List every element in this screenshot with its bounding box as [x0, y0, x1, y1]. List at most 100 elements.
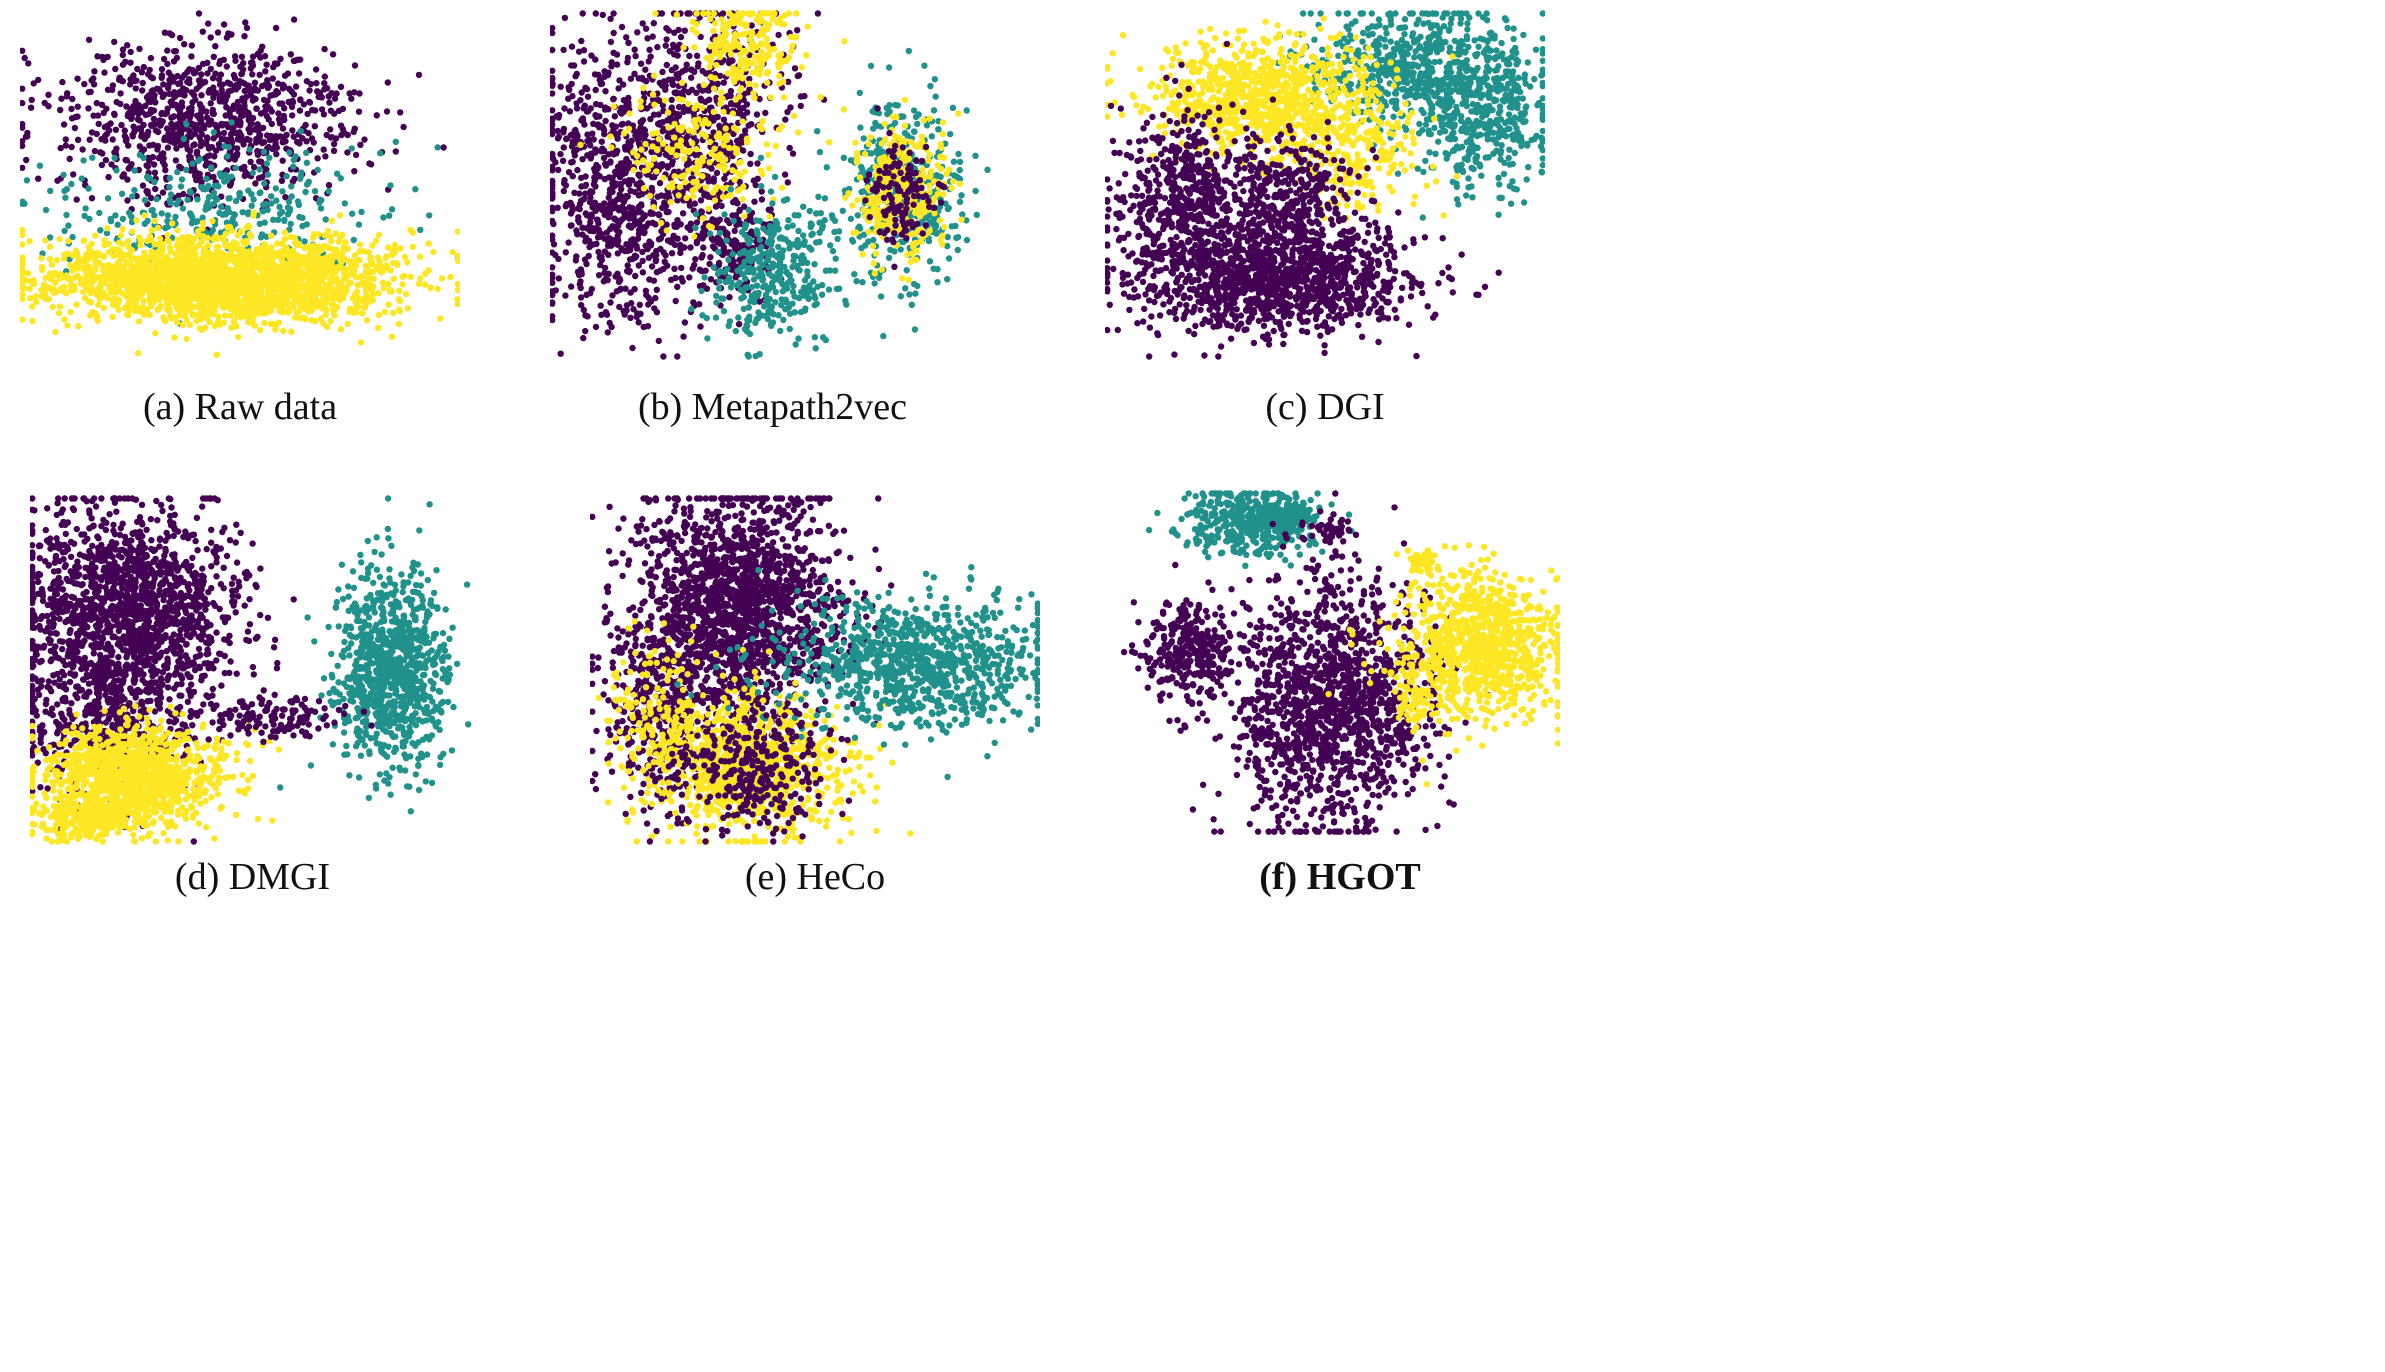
point-class-1 — [301, 238, 308, 245]
point-class-0 — [560, 187, 567, 195]
point-class-0 — [715, 259, 723, 267]
point-class-1 — [245, 187, 252, 194]
point-class-2 — [146, 233, 154, 240]
point-class-1 — [183, 166, 190, 173]
point-class-0 — [630, 306, 637, 313]
point-class-1 — [228, 119, 235, 126]
point-class-0 — [561, 105, 568, 112]
point-class-2 — [139, 274, 147, 281]
point-class-0 — [597, 302, 604, 309]
point-class-0 — [585, 107, 592, 115]
point-class-0 — [550, 241, 558, 248]
point-class-2 — [20, 259, 26, 266]
point-class-0 — [148, 88, 155, 95]
point-class-2 — [244, 318, 252, 326]
point-class-0 — [157, 121, 165, 128]
point-class-2 — [129, 228, 136, 235]
point-class-0 — [231, 75, 239, 82]
point-class-0 — [147, 54, 155, 62]
point-class-1 — [192, 218, 200, 226]
point-class-2 — [271, 261, 278, 269]
point-class-2 — [198, 326, 206, 334]
point-class-0 — [321, 45, 328, 53]
point-class-1 — [183, 121, 190, 128]
point-class-2 — [226, 266, 234, 273]
point-class-2 — [288, 272, 295, 279]
point-class-2 — [289, 249, 297, 256]
point-class-2 — [324, 253, 331, 261]
point-class-0 — [716, 122, 723, 129]
point-class-2 — [110, 252, 117, 260]
point-class-2 — [390, 275, 397, 282]
point-class-2 — [240, 239, 247, 246]
point-class-2 — [354, 294, 361, 301]
point-class-0 — [634, 136, 642, 143]
point-class-0 — [161, 29, 169, 36]
point-class-1 — [114, 221, 121, 228]
point-class-0 — [602, 275, 609, 283]
point-class-0 — [596, 233, 603, 240]
point-class-2 — [236, 281, 243, 288]
point-class-0 — [85, 105, 92, 112]
point-class-2 — [115, 270, 122, 277]
point-class-1 — [186, 210, 194, 217]
point-class-0 — [653, 309, 661, 316]
point-class-0 — [313, 80, 320, 87]
point-class-0 — [601, 248, 609, 255]
point-class-2 — [233, 323, 240, 330]
point-class-2 — [180, 286, 187, 293]
point-class-0 — [592, 86, 599, 94]
point-class-0 — [610, 95, 617, 103]
point-class-1 — [46, 234, 54, 241]
point-class-2 — [122, 292, 129, 299]
point-class-0 — [287, 51, 294, 58]
point-class-1 — [266, 154, 273, 161]
point-class-2 — [353, 288, 361, 295]
point-class-2 — [167, 280, 175, 288]
point-class-2 — [351, 252, 359, 259]
point-class-0 — [618, 121, 625, 128]
point-class-2 — [248, 285, 256, 293]
point-class-2 — [397, 245, 404, 252]
point-class-0 — [107, 120, 114, 127]
point-class-0 — [85, 36, 93, 43]
point-class-1 — [42, 206, 50, 214]
point-class-0 — [631, 286, 638, 293]
point-class-0 — [144, 188, 151, 195]
point-class-0 — [568, 80, 575, 88]
point-class-0 — [716, 216, 723, 223]
point-class-0 — [248, 120, 255, 127]
point-class-0 — [294, 56, 301, 63]
point-class-2 — [82, 274, 89, 282]
point-class-0 — [611, 182, 619, 190]
point-class-1 — [189, 160, 196, 167]
point-class-0 — [109, 136, 116, 143]
point-class-1 — [196, 156, 204, 163]
point-class-2 — [169, 220, 176, 227]
point-class-0 — [130, 72, 137, 79]
point-class-0 — [106, 127, 113, 134]
point-class-2 — [252, 280, 260, 287]
point-class-0 — [561, 14, 569, 22]
point-class-0 — [658, 10, 666, 17]
point-class-0 — [86, 136, 93, 143]
point-class-0 — [320, 111, 328, 118]
point-class-1 — [184, 196, 191, 203]
point-class-2 — [375, 311, 383, 319]
point-class-0 — [400, 123, 407, 131]
point-class-0 — [583, 212, 590, 219]
point-class-2 — [126, 269, 133, 277]
point-class-0 — [240, 138, 247, 145]
point-class-2 — [329, 246, 337, 254]
point-class-2 — [154, 224, 162, 231]
point-class-2 — [306, 250, 314, 257]
point-class-0 — [598, 138, 605, 145]
point-class-0 — [74, 75, 81, 82]
point-class-2 — [199, 302, 207, 309]
point-class-0 — [138, 133, 145, 140]
point-class-0 — [555, 255, 562, 263]
point-class-0 — [20, 142, 26, 150]
point-class-1 — [231, 220, 239, 228]
point-class-0 — [35, 76, 42, 84]
point-class-2 — [274, 267, 281, 274]
